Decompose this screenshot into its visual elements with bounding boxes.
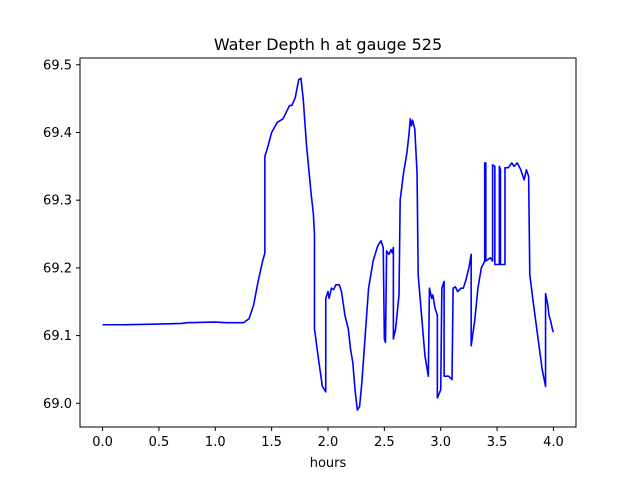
y-tick-label: 69.5 [43, 58, 72, 73]
x-tick-label: 1.0 [205, 435, 226, 450]
x-tick-label: 3.0 [430, 435, 451, 450]
x-tick-label: 2.5 [374, 435, 395, 450]
y-axis: 69.0 69.1 69.2 69.3 69.4 69.5 [43, 58, 80, 412]
plot-area [80, 58, 576, 427]
x-tick-label: 4.0 [543, 435, 564, 450]
x-tick-label: 2.0 [318, 435, 339, 450]
x-axis: 0.0 0.5 1.0 1.5 2.0 2.5 3.0 3.5 4.0 [92, 427, 564, 450]
x-axis-label: hours [310, 456, 347, 471]
x-tick-label: 3.5 [487, 435, 508, 450]
x-tick-label: 0.0 [92, 435, 113, 450]
y-tick-label: 69.0 [43, 397, 72, 412]
chart-title: Water Depth h at gauge 525 [214, 35, 442, 54]
y-tick-label: 69.4 [43, 126, 72, 141]
y-tick-label: 69.1 [43, 329, 72, 344]
series-line-0 [102, 77, 555, 411]
x-tick-label: 0.5 [149, 435, 170, 450]
y-tick-label: 69.3 [43, 194, 72, 209]
x-tick-label: 1.5 [261, 435, 282, 450]
series-layer [102, 77, 555, 411]
y-tick-label: 69.2 [43, 261, 72, 276]
